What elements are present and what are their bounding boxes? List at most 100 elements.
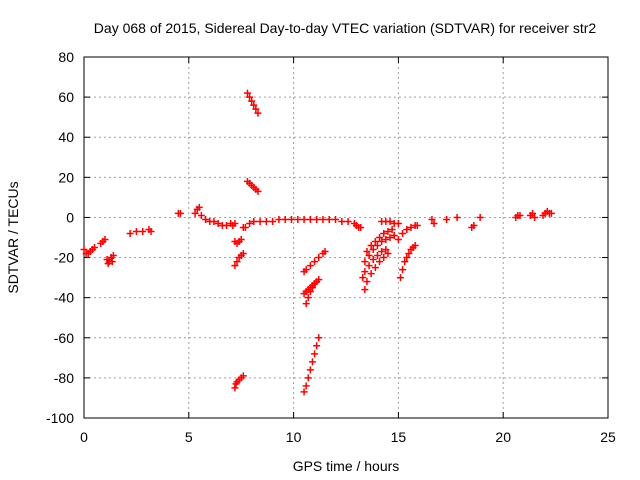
x-tick-label: 20 xyxy=(495,429,511,445)
data-point xyxy=(210,217,218,225)
chart-title: Day 068 of 2015, Sidereal Day-to-day VTE… xyxy=(94,20,597,36)
data-point xyxy=(214,219,222,227)
data-point xyxy=(313,215,321,223)
data-point xyxy=(311,350,319,358)
data-point xyxy=(304,294,312,302)
data-point xyxy=(311,258,319,266)
x-tick-label: 5 xyxy=(185,429,193,445)
data-point xyxy=(376,234,384,241)
data-point xyxy=(376,258,384,266)
data-point xyxy=(241,223,249,231)
data-point xyxy=(373,242,381,250)
data-point xyxy=(288,215,296,223)
data-point xyxy=(516,211,524,219)
data-point xyxy=(80,246,88,254)
data-point xyxy=(243,89,251,97)
data-point xyxy=(428,215,436,223)
data-point xyxy=(126,229,134,237)
data-point xyxy=(332,215,340,223)
data-point xyxy=(453,213,461,221)
data-point xyxy=(325,215,333,223)
data-point xyxy=(361,286,369,294)
data-point xyxy=(371,264,379,272)
data-point xyxy=(308,284,316,292)
data-point xyxy=(239,372,247,380)
data-point xyxy=(302,266,310,274)
x-tick-label: 25 xyxy=(600,429,616,445)
data-point xyxy=(315,334,323,342)
data-point xyxy=(399,229,407,237)
data-point xyxy=(382,236,390,244)
data-point xyxy=(269,217,277,225)
data-point xyxy=(380,254,388,262)
data-point xyxy=(197,211,205,219)
data-point xyxy=(254,109,262,117)
data-point xyxy=(390,231,398,239)
data-point xyxy=(231,262,239,270)
data-point xyxy=(384,227,392,235)
data-point xyxy=(195,203,203,211)
data-point xyxy=(386,234,394,241)
data-point xyxy=(132,227,140,235)
data-point xyxy=(405,250,413,258)
data-point xyxy=(319,215,327,223)
data-point xyxy=(302,382,310,390)
data-points xyxy=(80,89,555,396)
data-point xyxy=(294,215,302,223)
data-point xyxy=(304,374,312,382)
data-point xyxy=(378,248,386,256)
data-point xyxy=(311,280,319,288)
data-point xyxy=(231,384,239,392)
data-point xyxy=(302,300,310,308)
data-point xyxy=(321,248,329,256)
data-point xyxy=(413,221,421,229)
data-point xyxy=(359,274,367,282)
grid-lines xyxy=(84,57,608,418)
data-point xyxy=(357,223,365,231)
data-point xyxy=(380,229,388,237)
data-point xyxy=(476,213,484,221)
y-tick-label: 40 xyxy=(58,129,74,145)
data-point xyxy=(306,288,314,296)
data-point xyxy=(403,225,411,233)
y-tick-label: -100 xyxy=(46,410,74,426)
data-point xyxy=(430,219,438,227)
data-point xyxy=(369,256,377,264)
data-point xyxy=(256,217,264,225)
y-tick-label: 60 xyxy=(58,89,74,105)
data-point xyxy=(386,217,394,225)
data-point xyxy=(147,227,155,235)
x-tick-label: 15 xyxy=(391,429,407,445)
y-tick-label: -20 xyxy=(54,250,74,266)
data-point xyxy=(531,213,539,221)
data-point xyxy=(275,215,283,223)
data-point xyxy=(338,217,346,225)
data-point xyxy=(363,278,371,286)
data-point xyxy=(313,342,321,350)
y-tick-label: -40 xyxy=(54,290,74,306)
y-tick-label: -80 xyxy=(54,370,74,386)
data-point xyxy=(262,217,270,225)
data-point xyxy=(252,105,260,113)
data-point xyxy=(139,227,147,235)
data-point xyxy=(254,187,262,195)
x-axis-title: GPS time / hours xyxy=(293,458,400,474)
data-point xyxy=(176,209,184,217)
data-point xyxy=(281,215,289,223)
data-point xyxy=(109,252,117,260)
data-point xyxy=(315,276,323,284)
data-point xyxy=(361,268,369,276)
data-point xyxy=(396,274,404,282)
data-point xyxy=(443,215,451,223)
y-tick-label: -60 xyxy=(54,330,74,346)
data-point xyxy=(411,242,419,250)
data-point xyxy=(306,262,314,270)
data-point xyxy=(315,254,323,262)
data-point xyxy=(231,219,239,227)
data-point xyxy=(237,236,245,244)
data-point xyxy=(250,217,258,225)
data-point xyxy=(300,388,308,396)
y-tick-label: 80 xyxy=(58,49,74,65)
data-point xyxy=(547,209,555,217)
data-point xyxy=(108,258,116,266)
